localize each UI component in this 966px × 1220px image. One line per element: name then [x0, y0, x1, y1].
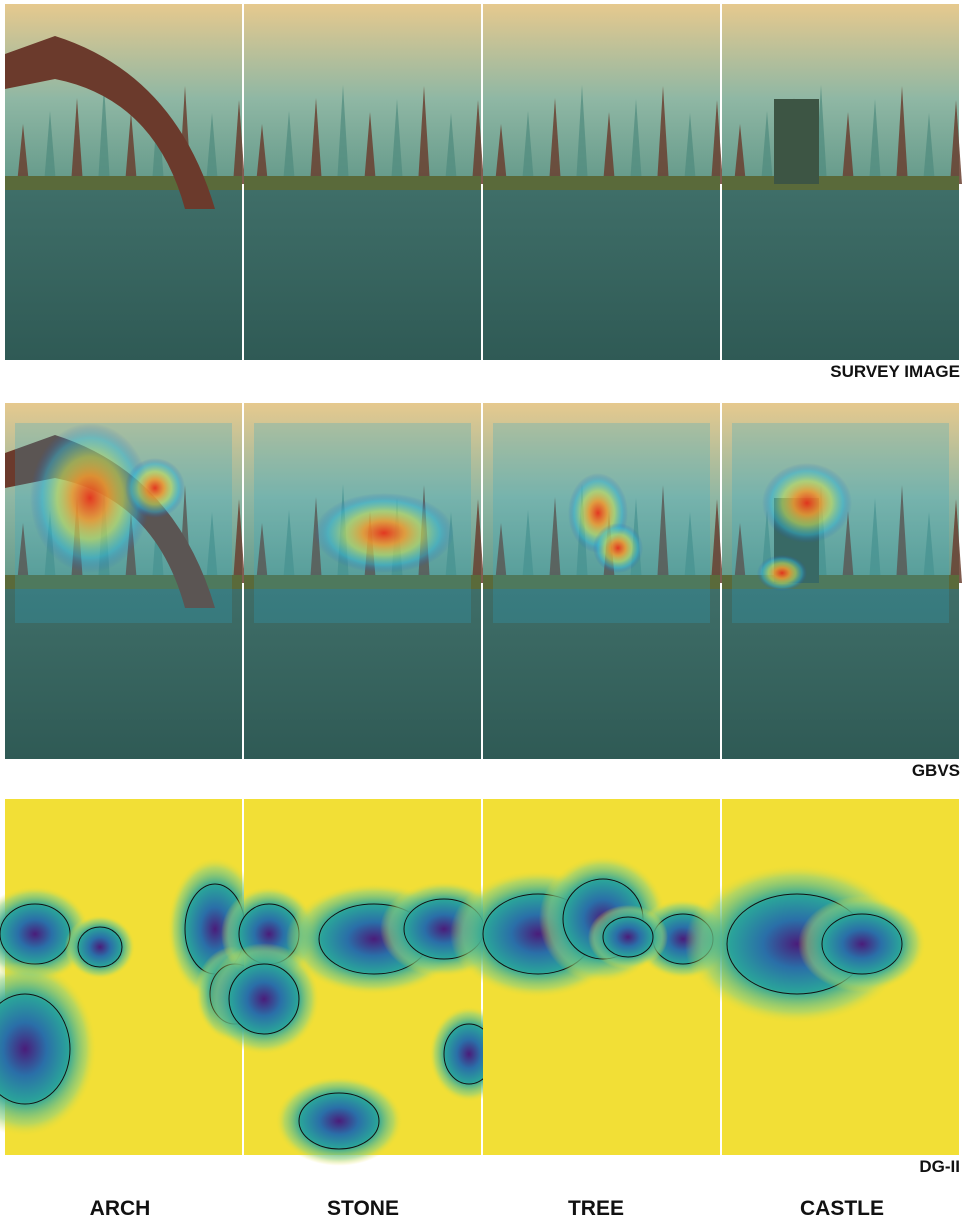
figure: SURVEY IMAGE GBVS DG-II ARCH STONE TREE … — [0, 0, 966, 1220]
tower — [774, 99, 819, 184]
shore — [244, 176, 481, 190]
sky — [722, 4, 959, 194]
density-blob — [208, 943, 320, 1055]
image-panel — [244, 403, 484, 759]
saliency-hotspot — [314, 493, 454, 573]
column-label: STONE — [327, 1197, 399, 1220]
sky — [244, 4, 481, 194]
density-blob — [275, 1076, 403, 1166]
saliency-hotspot — [762, 463, 852, 543]
row-label: SURVEY IMAGE — [830, 362, 960, 381]
water — [722, 190, 959, 360]
image-panel — [450, 799, 731, 1155]
row-label: DG-II — [919, 1157, 960, 1176]
image-panel — [483, 403, 723, 759]
saliency-hotspot — [757, 555, 807, 591]
image-panel — [208, 799, 509, 1166]
image-panel — [685, 799, 959, 1155]
image-panel — [483, 4, 723, 360]
column-label: ARCH — [90, 1197, 151, 1220]
sky — [483, 4, 720, 194]
column-label: CASTLE — [800, 1197, 884, 1220]
image-panel — [5, 403, 245, 759]
image-panel — [244, 4, 484, 360]
density-blob — [588, 905, 668, 969]
saliency-hotspot — [125, 458, 185, 518]
image-panel — [5, 4, 245, 360]
shore — [483, 176, 720, 190]
saliency-hotspot — [593, 523, 643, 573]
image-panel — [722, 4, 962, 360]
water — [5, 190, 242, 360]
column-label: TREE — [568, 1197, 624, 1220]
density-blob — [65, 915, 135, 979]
density-blob — [798, 896, 926, 992]
image-panel — [722, 403, 962, 759]
water — [483, 190, 720, 360]
water — [244, 190, 481, 360]
shore — [722, 176, 959, 190]
row-label: GBVS — [912, 761, 960, 780]
